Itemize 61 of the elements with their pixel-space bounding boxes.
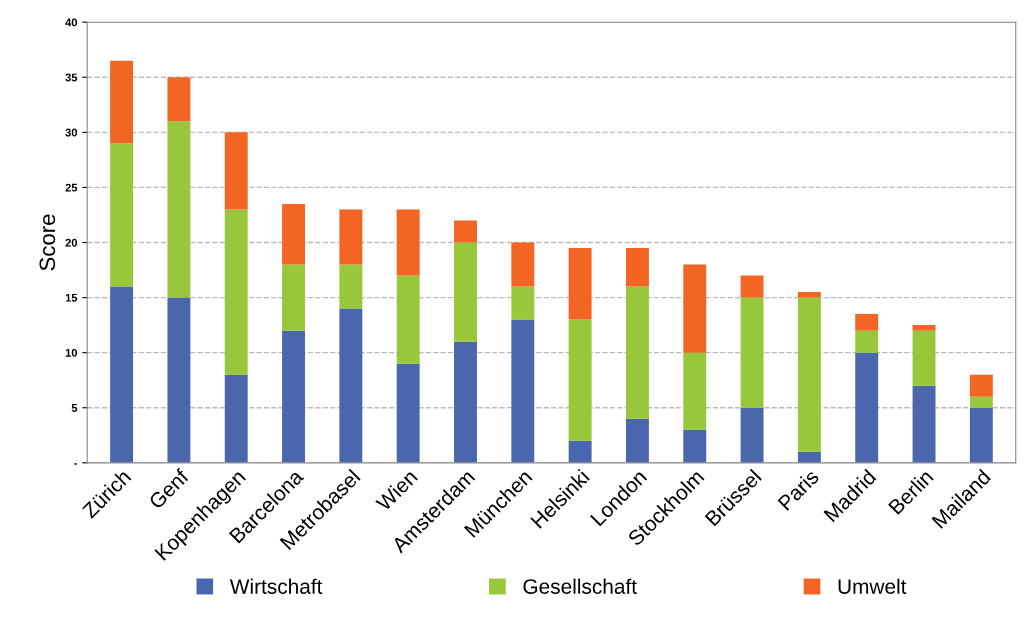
bar (969, 374, 993, 397)
bar (969, 396, 993, 408)
y-tick-label: 15 (65, 293, 78, 302)
bar (568, 248, 592, 320)
y-tick-label: 10 (65, 348, 78, 357)
y-tick-label: 20 (65, 238, 78, 247)
bar (969, 407, 993, 463)
bar (110, 143, 134, 287)
bar (282, 330, 306, 463)
bar (855, 314, 879, 331)
bar (912, 330, 936, 386)
bar (110, 60, 134, 144)
bar (396, 363, 420, 463)
bar (224, 209, 248, 375)
bar (110, 286, 134, 463)
y-tick-label: 25 (65, 183, 78, 192)
bar (454, 242, 477, 342)
bar (568, 319, 592, 441)
bar (625, 286, 649, 419)
legend-label: Umwelt (838, 578, 907, 594)
bar (625, 418, 649, 463)
bar (740, 275, 764, 298)
bar (224, 132, 248, 210)
legend-label: Wirtschaft (229, 578, 323, 594)
bar (282, 203, 306, 265)
bar (912, 385, 936, 463)
bar (454, 220, 477, 243)
bar (339, 308, 363, 463)
y-tick-label: - (74, 463, 78, 465)
bar (167, 77, 191, 122)
bar (683, 429, 707, 463)
y-tick-label: 5 (71, 404, 78, 412)
y-tick-label: 40 (65, 18, 78, 27)
bar (167, 121, 191, 298)
y-axis-title: Score (39, 214, 56, 271)
bar (282, 264, 306, 331)
bar (339, 264, 363, 309)
bar (568, 440, 592, 463)
bar (511, 319, 535, 463)
bar (224, 374, 248, 463)
bar (797, 292, 821, 298)
bar (740, 407, 764, 463)
bar (797, 451, 821, 463)
y-tick-label: 35 (65, 73, 78, 82)
y-tick-label: 30 (65, 128, 78, 137)
bar (683, 264, 707, 353)
bar (396, 209, 420, 276)
bar (625, 248, 649, 287)
bar (511, 286, 535, 320)
bar (855, 330, 879, 353)
bar (797, 297, 821, 452)
bar (167, 297, 191, 463)
bar (511, 242, 535, 287)
bar (912, 325, 936, 331)
bar (855, 352, 879, 463)
bar (454, 341, 477, 463)
bar (339, 209, 363, 265)
bar (740, 297, 764, 408)
bar (396, 275, 420, 364)
bar (683, 352, 707, 430)
legend-label: Gesellschaft (523, 578, 637, 594)
